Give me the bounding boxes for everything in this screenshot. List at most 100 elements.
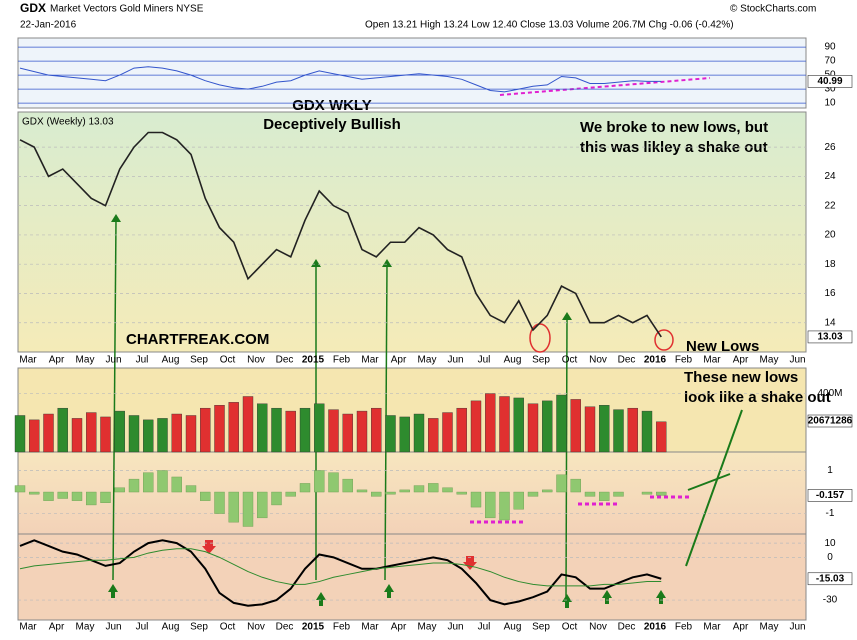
x-tick-label: Oct [562, 622, 578, 633]
x-tick-label: Dec [618, 355, 636, 366]
last-value: 13.03 [817, 332, 842, 343]
y-tick-label: 10 [824, 98, 836, 109]
x-tick-label: Jun [105, 355, 121, 366]
y-tick-label: 14 [824, 317, 836, 328]
y-tick-label: 24 [824, 171, 836, 182]
volume-bar [356, 410, 368, 453]
x-tick-label: Oct [562, 355, 578, 366]
histogram-bar [656, 491, 667, 496]
x-tick-label: Feb [333, 622, 351, 633]
histogram-bar [314, 470, 325, 493]
x-tick-label: Aug [162, 622, 180, 633]
histogram-bar [342, 478, 353, 493]
volume-bar [599, 405, 610, 453]
x-tick-label: Jun [789, 622, 805, 633]
histogram-bar [584, 491, 596, 497]
y-tick-label: 18 [824, 259, 836, 270]
histogram-bar [599, 491, 610, 501]
x-tick-label: Jul [478, 622, 491, 633]
x-tick-label: Apr [733, 622, 749, 633]
volume-bar [114, 410, 125, 453]
histogram-bar [100, 491, 111, 503]
credit: © StockCharts.com [730, 4, 816, 15]
histogram-bar [513, 491, 524, 510]
volume-bar [371, 407, 382, 453]
last-value-box [807, 489, 853, 502]
x-tick-label: Oct [220, 355, 236, 366]
histogram-bar [456, 491, 467, 495]
price-label: GDX (Weekly) 13.03 [22, 117, 114, 128]
x-tick-label: Feb [333, 355, 351, 366]
histogram-bar [257, 491, 268, 519]
x-tick-label: Jun [789, 355, 805, 366]
volume-bar [71, 418, 83, 453]
annotation: New Lows [686, 338, 759, 355]
histogram-bar [299, 483, 311, 493]
x-tick-label: Mar [703, 622, 721, 633]
x-tick-label: Oct [220, 622, 236, 633]
volume-bar [613, 409, 624, 453]
x-tick-label: Nov [247, 622, 265, 633]
volume-bar [442, 412, 453, 453]
histogram-bar [428, 483, 439, 493]
histogram-bar [71, 491, 83, 501]
x-tick-label: Dec [276, 622, 294, 633]
histogram-bar [356, 489, 368, 493]
volume-bar [656, 421, 667, 453]
y-tick-label: 30 [824, 84, 836, 95]
last-value-box [807, 572, 853, 586]
x-tick-label: Apr [733, 355, 749, 366]
volume-bar [485, 393, 496, 453]
x-tick-label: Mar [361, 622, 379, 633]
x-tick-label: 2016 [644, 355, 667, 366]
volume-bar [285, 410, 296, 453]
x-tick-label: Dec [276, 355, 294, 366]
volume-bar [385, 415, 396, 453]
volume-bar [513, 397, 524, 453]
y-tick-label: 20 [824, 230, 836, 241]
volume-bar [157, 418, 168, 453]
histogram-bar [228, 491, 239, 523]
x-tick-label: 2016 [644, 622, 667, 633]
last-value-box [807, 414, 853, 428]
last-value-box [807, 330, 853, 344]
volume-bar [100, 416, 111, 453]
histogram-bar [570, 478, 581, 493]
last-value: -15.03 [816, 573, 845, 584]
histogram-bar [499, 491, 510, 521]
histogram-panel [17, 451, 807, 535]
histogram-bar [413, 485, 425, 493]
volume-bar [228, 402, 239, 453]
histogram-bar [200, 491, 211, 501]
x-tick-label: Jul [478, 355, 491, 366]
last-value: 20671286 [808, 416, 853, 427]
histogram-bar [86, 491, 97, 506]
x-tick-label: Sep [190, 622, 208, 633]
volume-bar [257, 403, 268, 453]
volume-bar [542, 400, 553, 453]
x-tick-label: Nov [589, 355, 607, 366]
annotation: GDX WKLY [292, 97, 371, 114]
drawings [108, 77, 743, 608]
volume-bar [271, 407, 282, 453]
y-tick-label: -1 [826, 508, 835, 519]
histogram-bar [271, 491, 282, 506]
oscillator-line [19, 539, 662, 607]
x-tick-label: Aug [504, 355, 522, 366]
y-tick-label: 0 [827, 552, 833, 563]
histogram-bar [128, 478, 140, 493]
x-tick-label: Aug [504, 622, 522, 633]
annotation: look like a shake out [684, 389, 831, 406]
volume-bar [527, 403, 539, 453]
histogram-bar [214, 491, 225, 514]
x-tick-label: May [418, 622, 437, 633]
quote: Open 13.21 High 13.24 Low 12.40 Close 13… [365, 20, 734, 31]
volume-bar [242, 396, 254, 453]
x-tick-label: Jun [105, 622, 121, 633]
volume-bar [641, 410, 653, 453]
histogram-bar [470, 491, 482, 508]
histogram-bar [171, 476, 182, 493]
x-tick-label: 2015 [302, 355, 325, 366]
x-tick-label: Mar [361, 355, 379, 366]
